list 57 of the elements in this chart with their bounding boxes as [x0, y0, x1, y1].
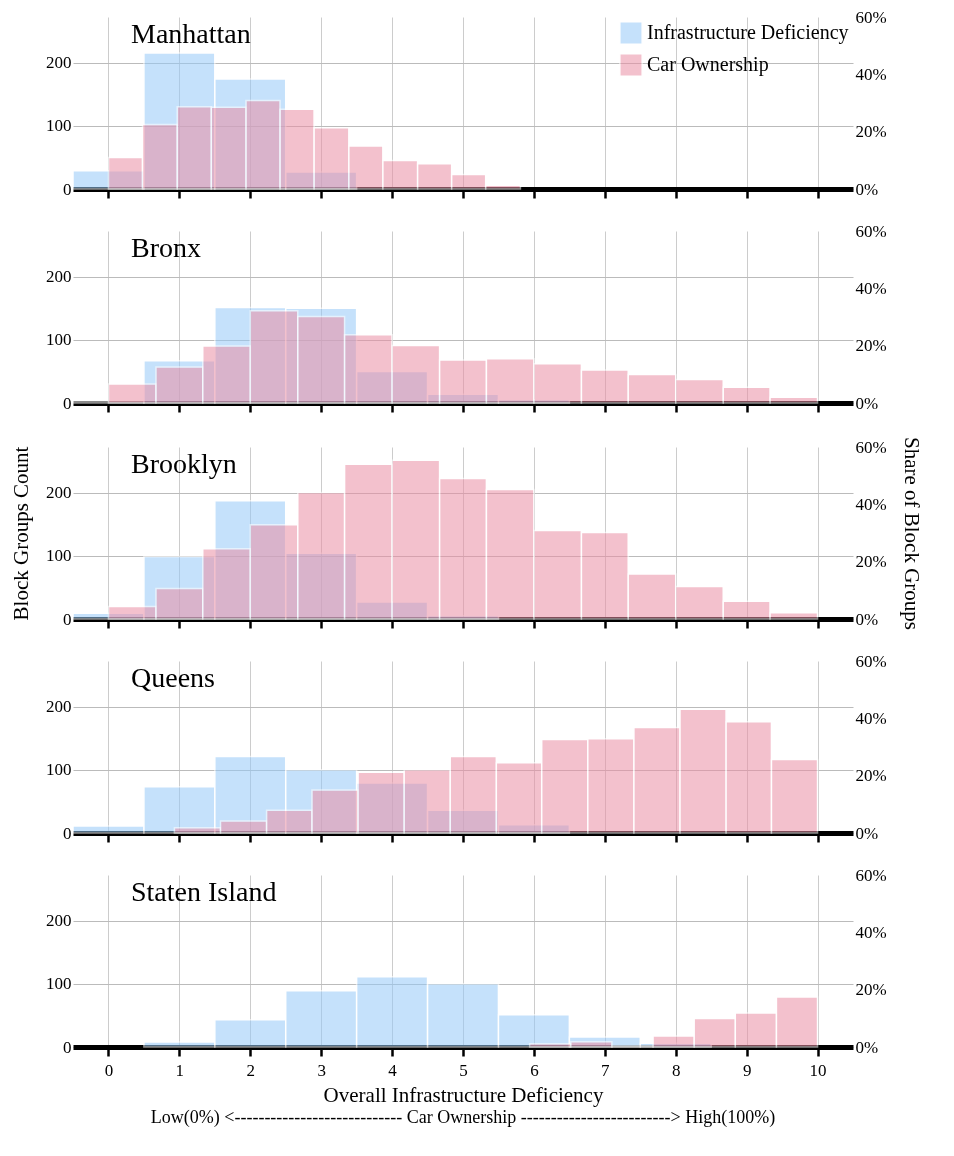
y-tick-label: 200	[46, 267, 72, 287]
x-tick-label: 2	[246, 1060, 256, 1080]
y-tick-label: 200	[46, 697, 72, 717]
y2-tick-label: 0%	[855, 393, 879, 413]
y2-axis-title: Share of Block Groups	[899, 436, 924, 631]
x-tick-label: 5	[459, 1060, 468, 1080]
y2-tick-label: 20%	[855, 552, 887, 572]
y-tick-label: 0	[63, 393, 72, 413]
y-tick-label: 0	[63, 1037, 72, 1057]
text: Low(0%) <---------------------------- Car Ownership -------------------------> High(100%)	[150, 1107, 776, 1128]
y-tick-label: 0	[63, 179, 72, 199]
chart-title: Brooklyn	[131, 448, 237, 479]
x-tick-label: 8	[671, 1060, 681, 1080]
y2-tick-label: 0%	[855, 179, 879, 199]
y2-tick-label: 40%	[855, 64, 887, 84]
y-tick-label: 100	[46, 974, 72, 994]
x-tick-label: 6	[530, 1060, 539, 1080]
x-tick-label: 3	[317, 1060, 326, 1080]
y-axis-title: Block Groups Count	[9, 446, 33, 621]
chart-title: Bronx	[131, 232, 201, 263]
y-tick-label: 200	[46, 483, 72, 503]
chart-title: Staten Island	[131, 876, 277, 907]
y2-tick-label: 40%	[855, 708, 887, 728]
x-tick-label: 0	[104, 1060, 114, 1080]
legend-label: Infrastructure Deficiency	[647, 21, 849, 44]
y-tick-label: 200	[46, 911, 72, 931]
y-tick-label: 0	[63, 823, 72, 843]
y-tick-label: 100	[46, 546, 72, 566]
y2-tick-label: 60%	[855, 437, 887, 457]
y-tick-label: 200	[46, 53, 72, 73]
y-tick-label: 0	[63, 609, 72, 629]
x-axis-title: Overall Infrastructure Deficiency	[323, 1082, 604, 1107]
y2-tick-label: 20%	[855, 980, 887, 1000]
y-tick-label: 100	[46, 760, 72, 780]
x-tick-label: 9	[742, 1060, 752, 1080]
y2-tick-label: 60%	[855, 221, 887, 241]
y2-tick-label: 40%	[855, 922, 887, 942]
x-tick-label: 4	[388, 1060, 398, 1080]
chart-title: Queens	[131, 662, 215, 693]
y2-tick-label: 60%	[855, 7, 887, 27]
legend-label: Car Ownership	[647, 53, 769, 76]
y2-tick-label: 20%	[855, 336, 887, 356]
x-tick-label: 10	[809, 1060, 827, 1080]
x-tick-label: 1	[175, 1060, 185, 1080]
y2-tick-label: 0%	[855, 1037, 879, 1057]
y2-tick-label: 20%	[855, 122, 887, 142]
y2-tick-label: 60%	[855, 865, 887, 885]
y-tick-label: 100	[46, 330, 72, 350]
y-tick-label: 100	[46, 116, 72, 136]
y2-tick-label: 0%	[855, 823, 879, 843]
y2-tick-label: 60%	[855, 651, 887, 671]
chart-title: Manhattan	[131, 18, 251, 49]
y2-tick-label: 40%	[855, 278, 887, 298]
y2-tick-label: 20%	[855, 766, 887, 786]
x-tick-label: 7	[601, 1060, 611, 1080]
y2-tick-label: 0%	[855, 609, 879, 629]
y2-tick-label: 40%	[855, 494, 887, 514]
